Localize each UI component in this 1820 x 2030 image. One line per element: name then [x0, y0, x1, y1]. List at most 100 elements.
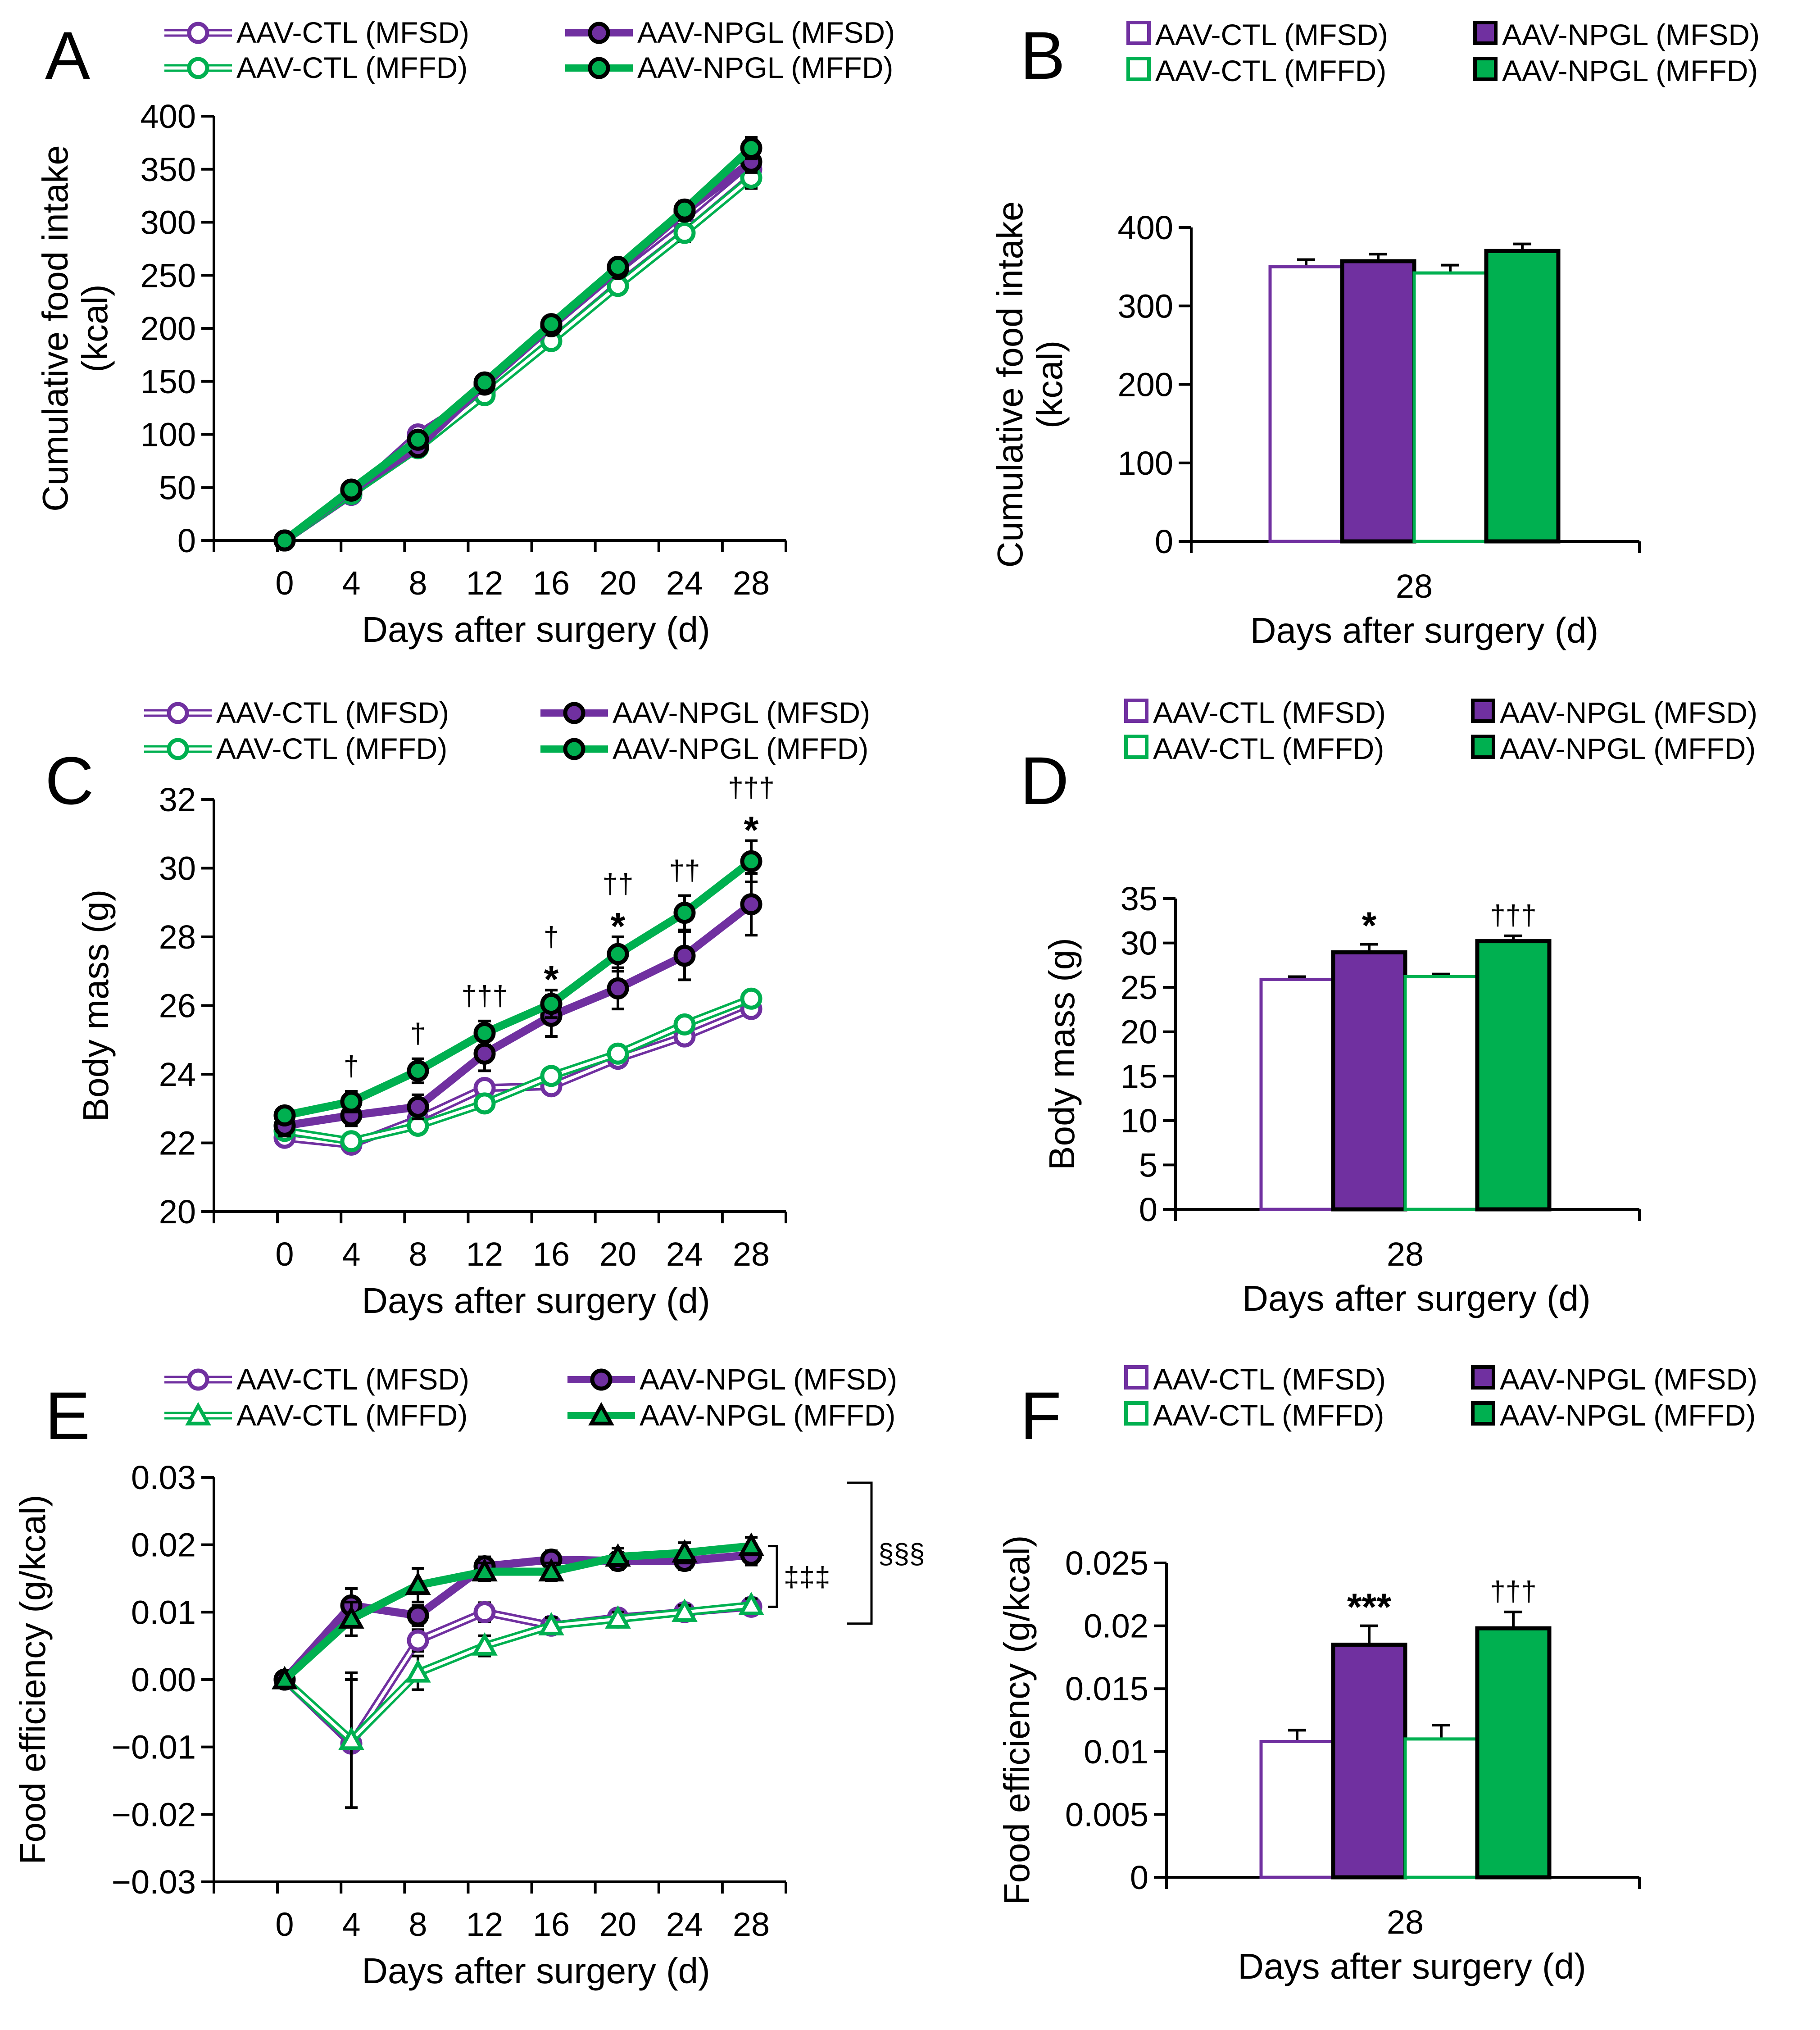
y-tick-label: 10	[1121, 1102, 1157, 1140]
legend-item-aav-ctl-mffd: AAV-CTL (MFFD)	[1124, 1399, 1384, 1432]
legend-marker	[588, 57, 610, 79]
y-tick-label: 0	[177, 522, 196, 559]
data-point	[673, 1013, 696, 1035]
data-point	[473, 1601, 496, 1623]
y-tick-label: 30	[159, 850, 196, 887]
y-tick-label: 0	[1130, 1859, 1148, 1896]
legend-item-aav-ctl-mfsd: AAV-CTL (MFSD)	[1126, 18, 1388, 51]
series-aav-npgl-mfsd	[273, 872, 762, 1138]
data-point	[540, 993, 563, 1015]
y-tick-label: 0.00	[131, 1661, 196, 1698]
y-tick-label: 0.005	[1065, 1796, 1148, 1833]
panel-d-body-mass-bar-chart: AAV-CTL (MFSD) AAV-NPGL (MFSD) AAV-CTL (MF…	[1042, 696, 1757, 1318]
data-point	[540, 313, 563, 336]
x-tick-label: 16	[533, 564, 570, 602]
significance-bracket	[847, 1481, 873, 1625]
x-tick-label: 8	[408, 564, 427, 602]
data-point	[538, 1558, 564, 1582]
bar-rect	[1259, 977, 1335, 1211]
x-axis-label: Days after surgery (d)	[362, 609, 710, 649]
legend-label: AAV-CTL (MFSD)	[1155, 18, 1388, 51]
y-tick-label: 26	[159, 987, 196, 1025]
x-tick-label: 0	[275, 1906, 294, 1943]
y-tick-label: 0.01	[1084, 1733, 1148, 1771]
y-axis-label: Food efficiency (g/kcal)	[13, 1494, 53, 1864]
x-category-label: 28	[1396, 568, 1433, 605]
x-tick-label: 4	[342, 564, 360, 602]
y-tick-label: 0.03	[131, 1459, 196, 1496]
y-tick-label: 400	[141, 98, 196, 135]
legend-item-aav-npgl-mfsd: AAV-NPGL (MFSD)	[567, 1362, 897, 1396]
series-aav-ctl-mffd	[273, 987, 762, 1153]
legend-item-aav-ctl-mffd: AAV-CTL (MFFD)	[1124, 732, 1384, 765]
bar-aav-ctl-mfsd	[1268, 258, 1344, 543]
y-tick-label: 20	[1121, 1013, 1157, 1051]
data-point	[407, 1629, 429, 1652]
bar-rect	[1475, 939, 1552, 1212]
data-point	[740, 850, 762, 872]
y-tick-label: 0.015	[1065, 1670, 1148, 1708]
legend-item-aav-ctl-mfsd: AAV-CTL (MFSD)	[1124, 1362, 1386, 1396]
legend-item-aav-npgl-mfsd: AAV-NPGL (MFSD)	[1473, 18, 1760, 51]
y-axis-label: Body mass (g)	[1042, 938, 1082, 1170]
bar-aav-npgl-mffd	[1475, 1610, 1552, 1880]
significance-dagger: ††	[603, 868, 634, 899]
legend-label: AAV-NPGL (MFFD)	[613, 732, 868, 765]
legend-marker	[187, 22, 209, 44]
series-aav-ctl-mffd	[272, 1592, 764, 1809]
series-line-inner	[283, 1603, 752, 1742]
bar-aav-ctl-mfsd	[1259, 975, 1335, 1211]
x-tick-label: 4	[342, 1235, 360, 1273]
series-line-inner	[284, 997, 752, 1143]
significance-dagger: †††	[1490, 900, 1536, 931]
significance-dagger: †	[344, 1051, 359, 1082]
legend-item-aav-npgl-mffd: AAV-NPGL (MFFD)	[1471, 1399, 1756, 1432]
panel-letter-a: A	[45, 18, 90, 93]
x-tick-label: 20	[599, 564, 636, 602]
legend-label: AAV-CTL (MFSD)	[216, 696, 449, 729]
series-line	[284, 901, 754, 1130]
legend-item-aav-npgl-mfsd: AAV-NPGL (MFSD)	[1471, 1362, 1757, 1396]
legend-label: AAV-NPGL (MFFD)	[1500, 1399, 1756, 1432]
y-axis-label: Cumulative food intake	[990, 201, 1030, 568]
legend-item-aav-npgl-mfsd: AAV-NPGL (MFSD)	[540, 696, 870, 729]
y-tick-label: 20	[159, 1193, 196, 1231]
data-point	[473, 1042, 496, 1065]
bar-rect	[1331, 1642, 1407, 1880]
series-aav-npgl-mffd	[273, 136, 762, 552]
x-axis-label: Days after surgery (d)	[1250, 610, 1599, 650]
data-point	[673, 945, 696, 967]
y-tick-label: 0.02	[131, 1526, 196, 1564]
y-axis-label: Cumulative food intake	[35, 145, 75, 512]
x-tick-label: 20	[599, 1235, 636, 1273]
data-point	[673, 222, 696, 244]
y-tick-label: 35	[1121, 880, 1157, 917]
bar-rect	[1403, 1737, 1479, 1879]
data-point	[607, 977, 629, 999]
legend-label: AAV-NPGL (MFFD)	[640, 1399, 895, 1432]
x-tick-label: 8	[408, 1235, 427, 1273]
data-point	[740, 893, 762, 916]
bar-aav-npgl-mffd	[1475, 934, 1552, 1212]
x-tick-label: 0	[275, 564, 294, 602]
panel-f-food-efficiency-bar-chart: AAV-CTL (MFSD) AAV-NPGL (MFSD) AAV-CTL (MF…	[997, 1362, 1757, 1986]
y-tick-label: 0	[1139, 1191, 1157, 1228]
panel-letter-e: E	[45, 1378, 90, 1453]
legend-label: AAV-NPGL (MFSD)	[640, 1362, 897, 1396]
data-point	[607, 1042, 629, 1065]
legend-item-aav-npgl-mffd: AAV-NPGL (MFFD)	[567, 1399, 895, 1432]
x-axis-label: Days after surgery (d)	[362, 1281, 710, 1321]
legend-item-aav-ctl-mffd: AAV-CTL (MFFD)	[1126, 54, 1386, 87]
panel-e-food-efficiency-line-chart: AAV-CTL (MFSD) AAV-NPGL (MFSD) AAV-CTL (MF…	[13, 1362, 925, 1991]
legend-swatch	[1471, 735, 1495, 759]
data-point	[407, 1604, 429, 1627]
y-tick-label: −0.03	[112, 1863, 196, 1901]
y-tick-label: 0.025	[1065, 1544, 1148, 1582]
y-tick-label: 22	[159, 1125, 196, 1162]
y-tick-label: 350	[141, 151, 196, 188]
y-tick-label: 200	[141, 310, 196, 347]
bar-rect	[1412, 271, 1488, 543]
significance-star: *	[544, 958, 559, 1000]
y-tick-label: 400	[1118, 209, 1173, 246]
series-aav-npgl-mffd	[272, 1532, 764, 1689]
